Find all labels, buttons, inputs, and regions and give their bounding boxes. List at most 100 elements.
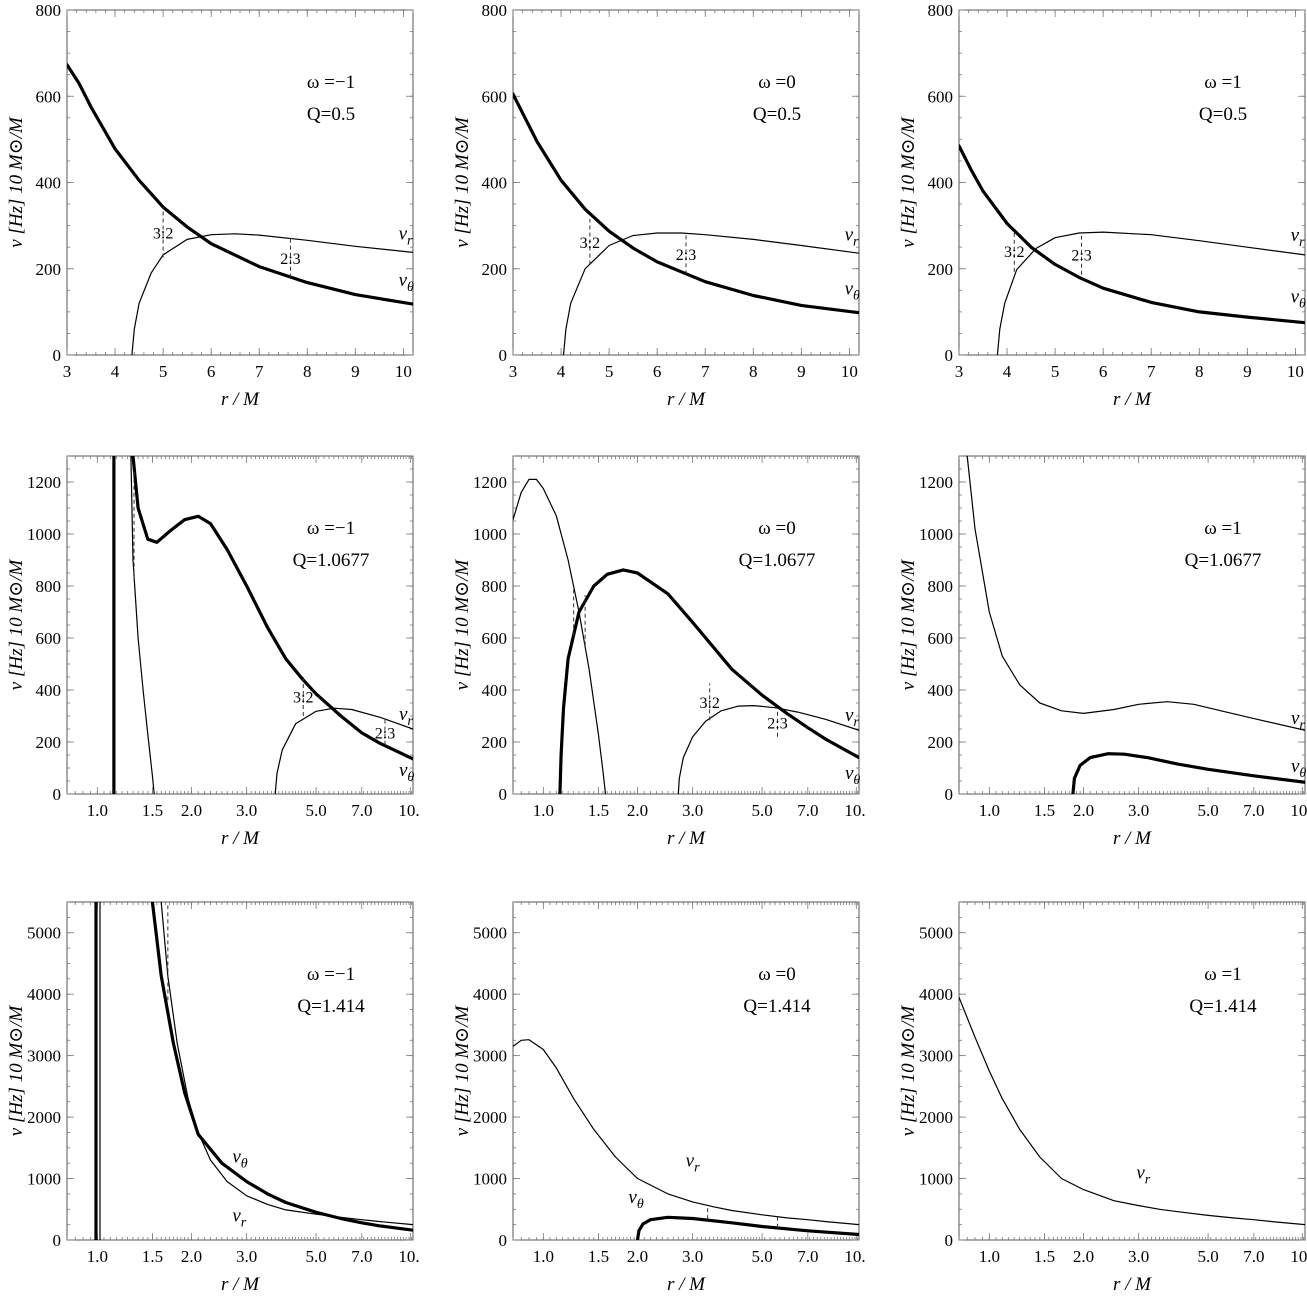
omega-label: ω =0 — [758, 518, 795, 539]
x-tick-label: 9 — [351, 362, 360, 381]
series-line-2 — [1071, 752, 1305, 794]
chart-panel-5: 1.0 1.5 2.0 3.0 5.0 7.0 10. 0 200 400 600 800 1000 12… — [452, 455, 866, 849]
chart-panel-6: 1.0 1.5 2.0 3.0 5.0 7.0 10. 0 200 400 600 800 1000 12… — [898, 455, 1307, 849]
y-tick-label: 600 — [928, 629, 954, 648]
x-tick-label: 3 — [509, 362, 518, 381]
y-tick-label: 600 — [482, 629, 508, 648]
plot-frame — [958, 9, 1306, 356]
y-tick-label: 600 — [36, 629, 62, 648]
omega-label: ω =0 — [758, 964, 795, 985]
x-tick-label: 3.0 — [236, 801, 257, 820]
omega-label: ω =1 — [1204, 964, 1241, 985]
series-group — [513, 478, 859, 794]
series-line-1 — [513, 478, 607, 794]
x-tick-label: 10. — [398, 1247, 419, 1266]
x-tick-label: 10. — [398, 801, 419, 820]
x-tick-label: 1.5 — [1034, 1247, 1055, 1266]
x-tick-label: 5 — [605, 362, 614, 381]
chart-panel-8: 1.0 1.5 2.0 3.0 5.0 7.0 10. 0 1000 2000 3000 4000 50… — [452, 901, 866, 1295]
x-tick-label: 5.0 — [1197, 801, 1218, 820]
y-tick-label: 200 — [928, 260, 954, 279]
charge-label: Q=1.0677 — [1185, 550, 1262, 571]
y-tick-label: 400 — [36, 174, 62, 193]
x-tick-label: 3.0 — [236, 1247, 257, 1266]
chart-panel-3: 3 4 5 6 7 8 9 10 0 200 400 600 800 r / M ν [Hz] 10 M⊙/… — [898, 1, 1306, 410]
y-axis-label: ν [Hz] 10 M⊙/M — [452, 1005, 473, 1137]
resonance-ratio-label: 3:2 — [580, 235, 600, 252]
x-tick-label: 1.5 — [588, 1247, 609, 1266]
resonance-ratio-label: 3:2 — [1004, 244, 1024, 261]
y-tick-label: 800 — [482, 577, 508, 596]
resonance-ratio-label: 2:3 — [1071, 247, 1091, 264]
series-group — [513, 92, 859, 355]
series-label: νθ — [232, 1147, 247, 1172]
x-tick-label: 10 — [395, 362, 412, 381]
charge-label: Q=0.5 — [307, 104, 355, 125]
series-line-1 — [996, 231, 1305, 355]
series-label: νθ — [845, 763, 860, 788]
x-tick-label: 1.0 — [87, 1247, 108, 1266]
omega-label: ω =1 — [1204, 72, 1241, 93]
y-tick-label: 600 — [482, 87, 508, 106]
y-tick-label: 200 — [482, 733, 508, 752]
y-tick-label: 1000 — [27, 525, 61, 544]
y-tick-label: 4000 — [919, 985, 953, 1004]
x-tick-label: 7.0 — [351, 1247, 372, 1266]
x-tick-label: 5.0 — [1197, 1247, 1218, 1266]
x-axis-label: r / M — [221, 1274, 260, 1295]
x-tick-label: 1.0 — [87, 801, 108, 820]
x-tick-label: 6 — [653, 362, 662, 381]
series-label: νr — [845, 705, 859, 730]
y-tick-label: 5000 — [919, 924, 953, 943]
x-tick-label: 2.0 — [627, 1247, 648, 1266]
series-label: νr — [1291, 225, 1305, 250]
x-tick-label: 7.0 — [351, 801, 372, 820]
x-axis-label: r / M — [667, 828, 706, 849]
series-group — [959, 144, 1305, 355]
y-tick-label: 800 — [928, 1, 954, 20]
x-tick-label: 3.0 — [682, 801, 703, 820]
y-axis-label: ν [Hz] 10 M⊙/M — [898, 116, 919, 248]
y-tick-label: 0 — [945, 1231, 954, 1250]
x-tick-label: 9 — [797, 362, 806, 381]
x-tick-label: 4 — [111, 362, 120, 381]
x-axis-label: r / M — [667, 1274, 706, 1295]
y-tick-label: 1200 — [919, 473, 953, 492]
x-tick-label: 2.0 — [1073, 1247, 1094, 1266]
x-tick-label: 1.0 — [979, 1247, 1000, 1266]
series-group — [94, 902, 413, 1240]
x-axis-label: r / M — [221, 389, 260, 410]
y-tick-label: 800 — [36, 1, 62, 20]
series-line-3 — [274, 707, 413, 794]
x-tick-label: 8 — [749, 362, 758, 381]
y-tick-label: 1000 — [473, 525, 507, 544]
resonance-ratio-label: 2:3 — [676, 247, 696, 264]
series-line-1 — [131, 233, 413, 355]
y-tick-label: 0 — [53, 785, 62, 804]
resonance-ratio-label: 2:3 — [767, 716, 787, 733]
y-tick-label: 0 — [499, 1231, 508, 1250]
y-axis-label: ν [Hz] 10 M⊙/M — [6, 559, 27, 691]
x-tick-label: 7.0 — [797, 1247, 818, 1266]
x-tick-label: 6 — [207, 362, 216, 381]
omega-label: ω =1 — [1204, 518, 1241, 539]
omega-label: ω =−1 — [307, 518, 355, 539]
x-tick-label: 2.0 — [1073, 801, 1094, 820]
y-tick-label: 400 — [36, 681, 62, 700]
x-tick-label: 2.0 — [627, 801, 648, 820]
x-tick-label: 1.0 — [533, 1247, 554, 1266]
y-tick-label: 400 — [482, 681, 508, 700]
charge-label: Q=1.414 — [1189, 996, 1257, 1017]
series-line-2 — [513, 92, 859, 315]
chart-panel-1: 3 4 5 6 7 8 9 10 0 200 400 600 800 r / M ν [Hz] 10 M⊙/… — [6, 1, 414, 410]
series-group — [67, 63, 413, 355]
y-tick-label: 1000 — [473, 1170, 507, 1189]
series-label: νr — [1291, 708, 1305, 733]
x-tick-label: 7.0 — [797, 801, 818, 820]
x-tick-label: 4 — [1003, 362, 1012, 381]
y-axis-label: ν [Hz] 10 M⊙/M — [898, 1005, 919, 1137]
y-tick-label: 200 — [482, 260, 508, 279]
y-tick-label: 1200 — [27, 473, 61, 492]
y-tick-label: 200 — [928, 733, 954, 752]
y-tick-label: 800 — [482, 1, 508, 20]
